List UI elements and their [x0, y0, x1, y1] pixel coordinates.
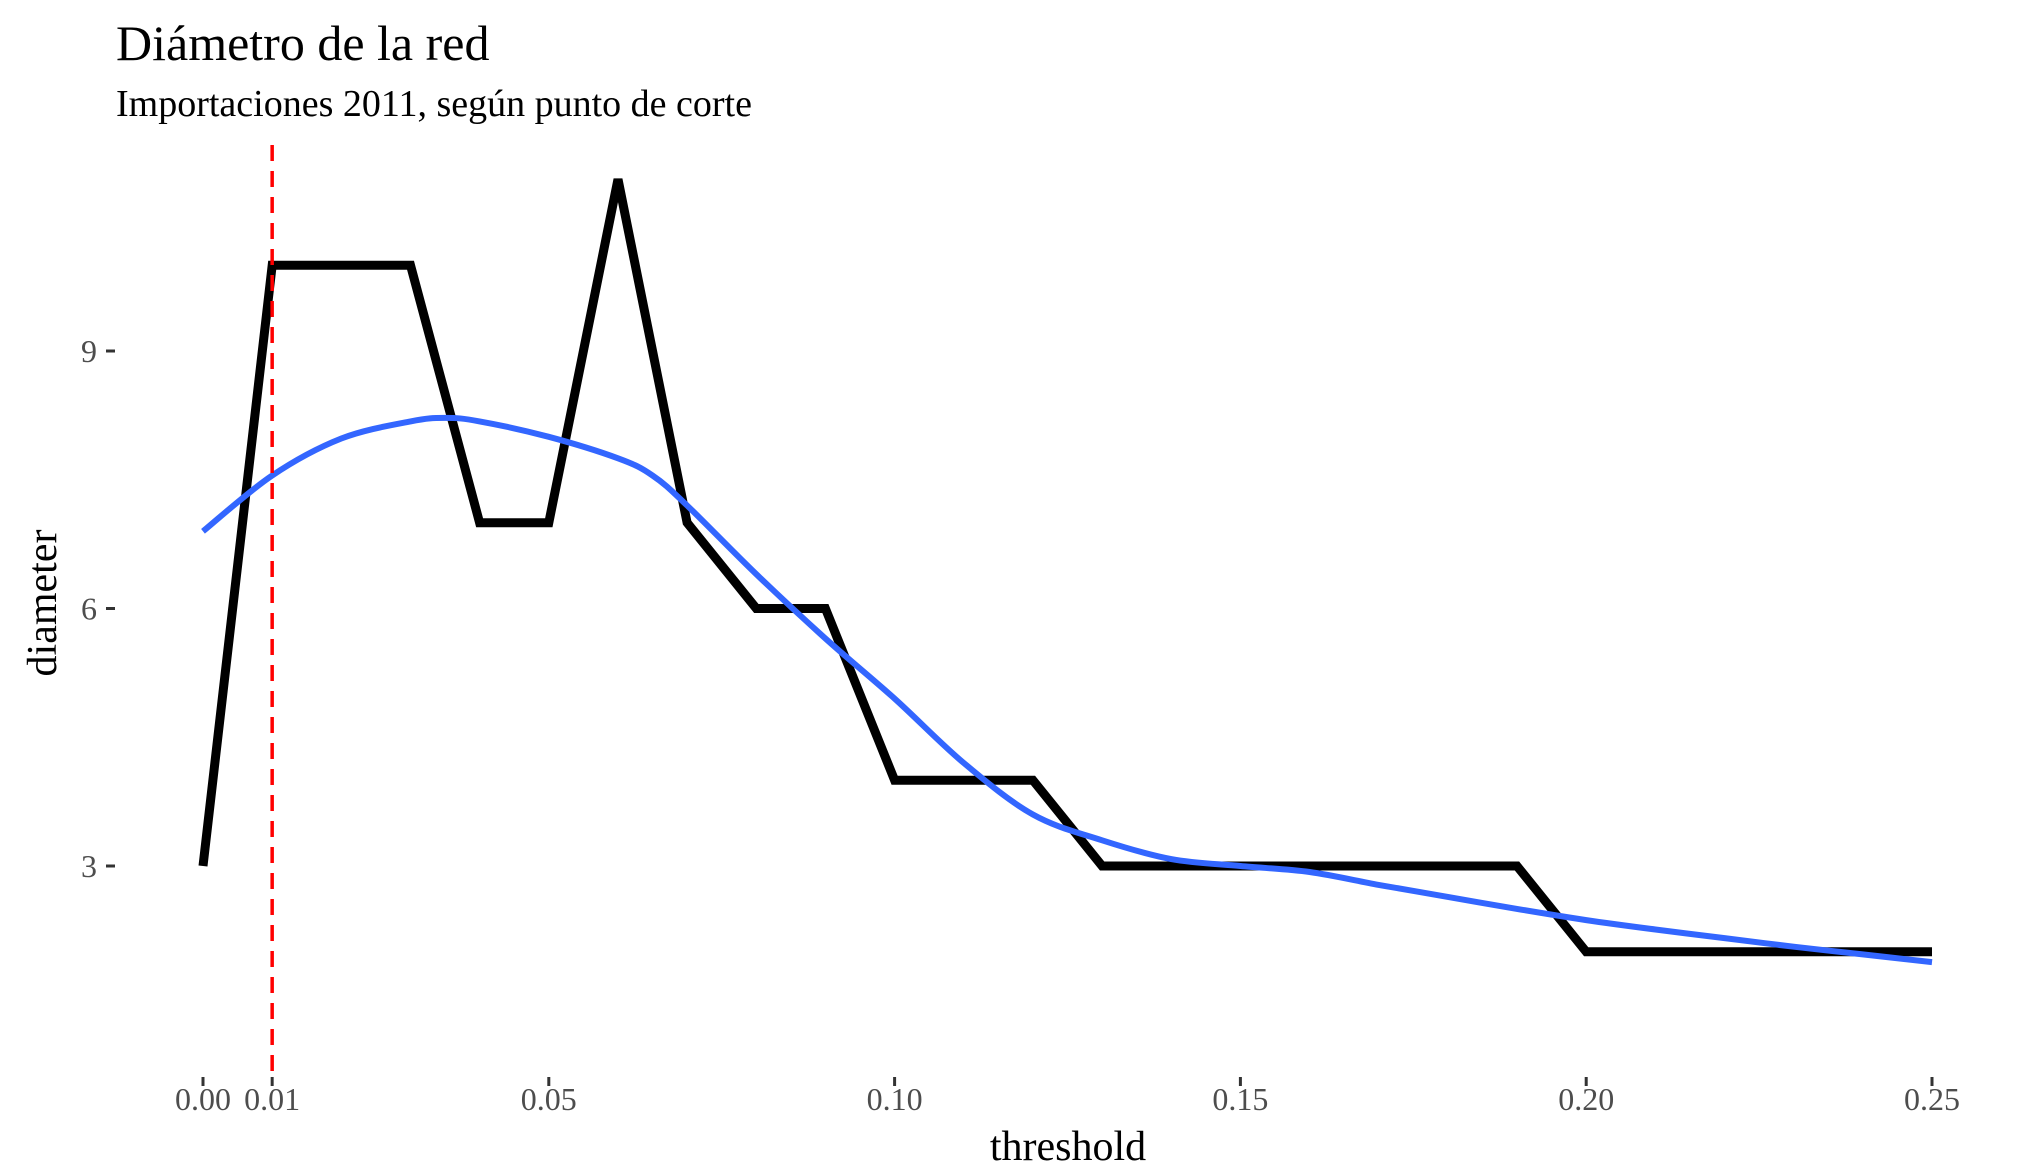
chart-subtitle: Importaciones 2011, según punto de corte [116, 83, 752, 125]
x-tick-label: 0.10 [867, 1081, 923, 1117]
y-tick-label: 9 [81, 333, 97, 369]
x-axis: 0.00 0.01 0.05 0.10 0.15 0.20 0.25 [175, 1077, 1960, 1117]
y-axis: 3 6 9 [81, 333, 115, 884]
x-tick-label: 0.01 [244, 1081, 300, 1117]
x-tick-label: 0.15 [1212, 1081, 1268, 1117]
x-axis-label: threshold [990, 1124, 1146, 1170]
plot-area [198, 145, 1933, 1072]
y-tick-label: 3 [81, 848, 97, 884]
x-tick-label: 0.25 [1904, 1081, 1960, 1117]
diameter-line [198, 178, 1932, 957]
smooth-trend-line [201, 414, 1933, 966]
y-tick-label: 6 [81, 591, 97, 627]
x-tick-label: 0.05 [521, 1081, 577, 1117]
x-tick-label: 0.20 [1558, 1081, 1614, 1117]
x-tick-label: 0.00 [175, 1081, 231, 1117]
y-axis-label: diameter [20, 530, 66, 677]
chart-title: Diámetro de la red [116, 15, 489, 71]
